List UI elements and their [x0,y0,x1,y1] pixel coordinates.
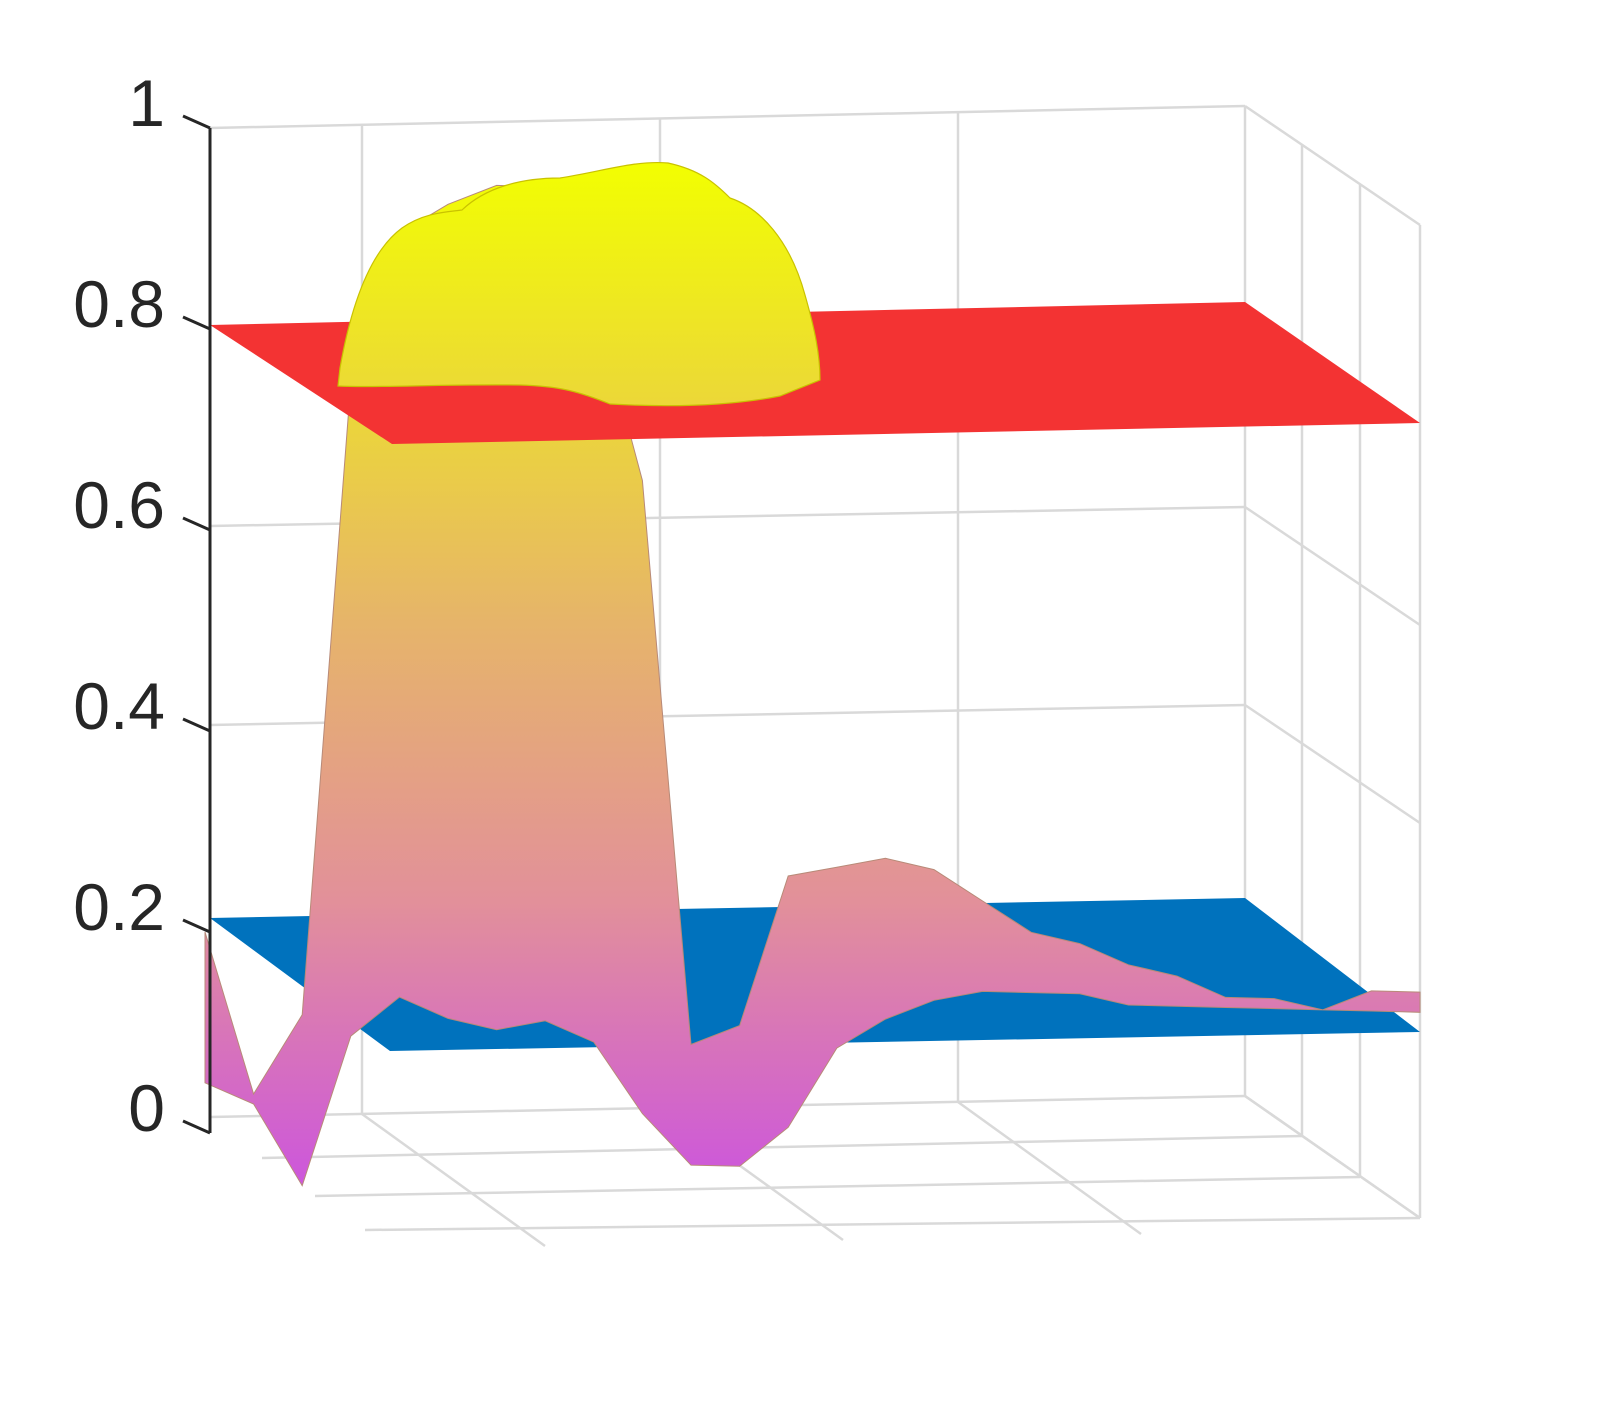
z-tick-mark [182,315,211,331]
z-tick-label: 0.4 [73,669,165,743]
surface-crest [337,161,821,407]
z-tick-label: 0.8 [73,267,165,341]
z-tick-label: 0.6 [73,468,165,542]
z-tick-mark [182,114,211,130]
z-axis-ticks: 0 0.2 0.4 0.6 0.8 1 [73,66,211,1145]
z-tick-mark [182,1119,211,1135]
z-tick-label: 0.2 [73,870,165,944]
z-tick-mark [182,717,211,733]
z-tick-mark [182,918,211,934]
z-tick-label: 0 [128,1071,165,1145]
z-tick-label: 1 [128,66,165,140]
z-tick-mark [182,516,211,532]
